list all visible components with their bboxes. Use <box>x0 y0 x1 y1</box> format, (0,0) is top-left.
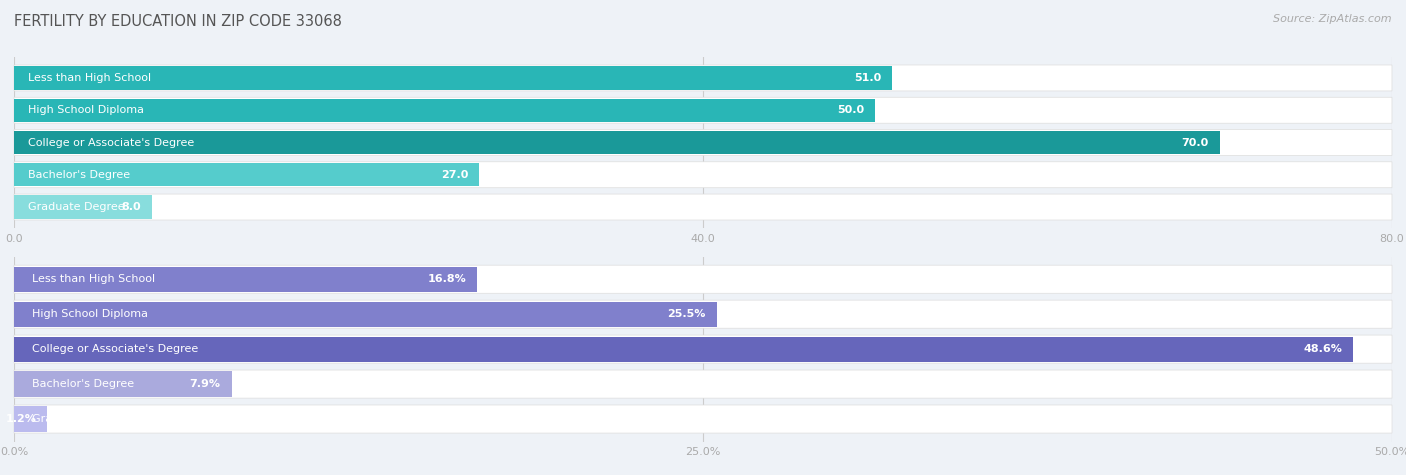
FancyBboxPatch shape <box>14 130 1392 155</box>
Bar <box>14 163 479 186</box>
Text: 48.6%: 48.6% <box>1303 344 1343 354</box>
Text: Bachelor's Degree: Bachelor's Degree <box>28 170 129 180</box>
Bar <box>14 66 893 90</box>
Text: 7.9%: 7.9% <box>190 379 221 389</box>
Bar <box>14 99 875 122</box>
Text: Bachelor's Degree: Bachelor's Degree <box>32 379 134 389</box>
Text: 8.0: 8.0 <box>121 202 141 212</box>
Text: 27.0: 27.0 <box>440 170 468 180</box>
FancyBboxPatch shape <box>14 97 1392 123</box>
Text: 16.8%: 16.8% <box>427 274 465 284</box>
Text: College or Associate's Degree: College or Associate's Degree <box>32 344 198 354</box>
Bar <box>14 371 232 397</box>
FancyBboxPatch shape <box>14 370 1392 398</box>
FancyBboxPatch shape <box>14 65 1392 91</box>
Text: 51.0: 51.0 <box>855 73 882 83</box>
Text: College or Associate's Degree: College or Associate's Degree <box>28 137 194 148</box>
Text: Less than High School: Less than High School <box>28 73 150 83</box>
FancyBboxPatch shape <box>14 194 1392 220</box>
Text: 50.0: 50.0 <box>837 105 865 115</box>
FancyBboxPatch shape <box>14 405 1392 433</box>
Text: High School Diploma: High School Diploma <box>32 309 148 319</box>
Text: Graduate Degree: Graduate Degree <box>32 414 128 424</box>
Text: Source: ZipAtlas.com: Source: ZipAtlas.com <box>1274 14 1392 24</box>
Text: Graduate Degree: Graduate Degree <box>28 202 125 212</box>
FancyBboxPatch shape <box>14 162 1392 188</box>
Bar <box>14 131 1219 154</box>
Bar <box>14 195 152 218</box>
Text: High School Diploma: High School Diploma <box>28 105 143 115</box>
Text: Less than High School: Less than High School <box>32 274 155 284</box>
Bar <box>14 337 1354 361</box>
FancyBboxPatch shape <box>14 335 1392 363</box>
Bar <box>14 266 477 292</box>
Bar <box>14 302 717 327</box>
FancyBboxPatch shape <box>14 265 1392 293</box>
Text: 70.0: 70.0 <box>1181 137 1209 148</box>
Text: 1.2%: 1.2% <box>6 414 37 424</box>
Bar <box>14 407 48 432</box>
Text: FERTILITY BY EDUCATION IN ZIP CODE 33068: FERTILITY BY EDUCATION IN ZIP CODE 33068 <box>14 14 342 29</box>
FancyBboxPatch shape <box>14 300 1392 328</box>
Text: 25.5%: 25.5% <box>668 309 706 319</box>
